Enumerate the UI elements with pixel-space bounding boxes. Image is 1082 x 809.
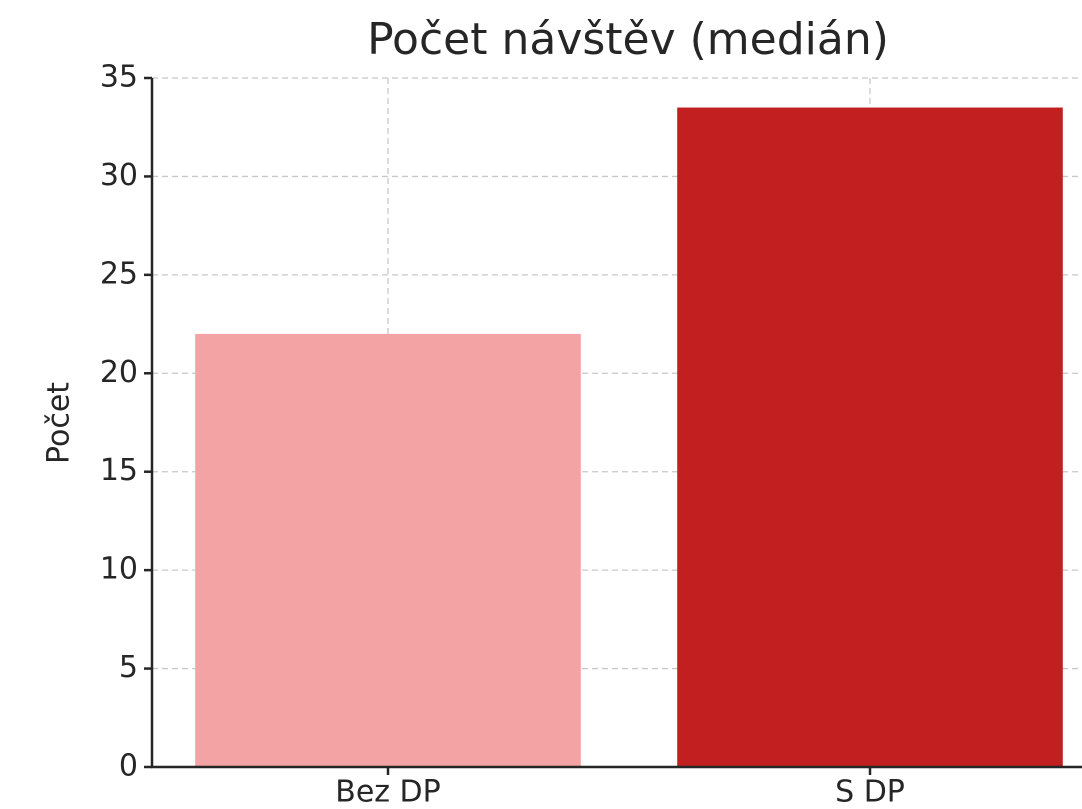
- x-tick-label: S DP: [835, 775, 905, 809]
- y-tick-label: 10: [100, 552, 138, 587]
- y-tick-label: 30: [100, 158, 138, 193]
- y-tick-label: 5: [119, 650, 138, 685]
- bar: [677, 107, 1063, 768]
- y-axis-label: Počet: [42, 382, 77, 464]
- y-tick-label: 20: [100, 355, 138, 390]
- y-tick-label: 15: [100, 453, 138, 488]
- x-tick-label: Bez DP: [335, 775, 441, 809]
- y-tick-label: 25: [100, 256, 138, 291]
- bar: [195, 333, 581, 767]
- y-tick-label: 35: [100, 60, 138, 95]
- y-tick-label: 0: [119, 749, 138, 784]
- chart-title: Počet návštěv (medián): [367, 14, 889, 65]
